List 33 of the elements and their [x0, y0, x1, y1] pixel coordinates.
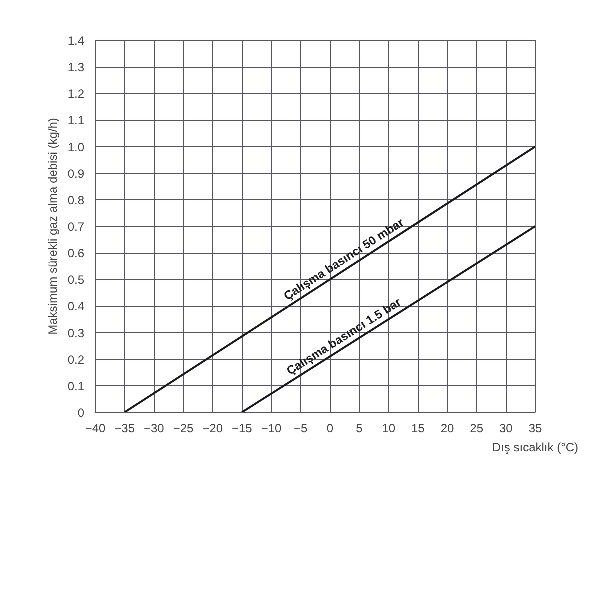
y-tick-label: 0.6 [68, 246, 85, 261]
x-tick-label: 25 [470, 422, 484, 436]
y-tick-label: 0.7 [68, 220, 85, 234]
y-tick-label: 0.5 [68, 273, 85, 288]
y-tick-label: 1.2 [68, 87, 85, 102]
x-tick-label: −40 [85, 422, 106, 436]
x-tick-label: 0 [326, 422, 334, 436]
y-tick-label: 0.9 [68, 166, 85, 181]
x-tick-label: −20 [202, 422, 224, 436]
x-tick-label: 20 [440, 422, 454, 436]
y-tick-label: 0.2 [68, 352, 85, 367]
x-tick-label: 35 [528, 422, 542, 436]
x-tick-label: −5 [294, 422, 308, 436]
x-tick-label: −25 [173, 422, 194, 436]
x-tick-label: −15 [232, 422, 253, 436]
y-tick-label: 1.3 [68, 60, 85, 75]
x-tick-label: −30 [144, 422, 165, 436]
x-tick-label: −10 [261, 422, 282, 436]
x-tick-label: 10 [382, 422, 396, 436]
x-tick-label: −35 [114, 422, 136, 436]
x-tick-label: 15 [411, 422, 426, 436]
y-tick-label: 0.1 [68, 379, 85, 394]
y-tick-label: 1.4 [68, 34, 85, 48]
x-tick-label: 5 [356, 422, 364, 436]
y-tick-label: 0.8 [68, 193, 85, 208]
y-tick-label: 0 [78, 406, 85, 420]
y-axis-title: Maksimum sürekli gaz alma debisi (kg/h) [46, 118, 60, 335]
y-tick-label: 0.3 [68, 326, 85, 340]
y-tick-label: 0.4 [68, 300, 85, 314]
y-tick-label: 1.0 [68, 140, 85, 154]
x-tick-label: 30 [499, 422, 514, 436]
y-tick-label: 1.1 [68, 114, 85, 128]
x-axis-title: Dış sıcaklık (°C) [492, 440, 579, 454]
